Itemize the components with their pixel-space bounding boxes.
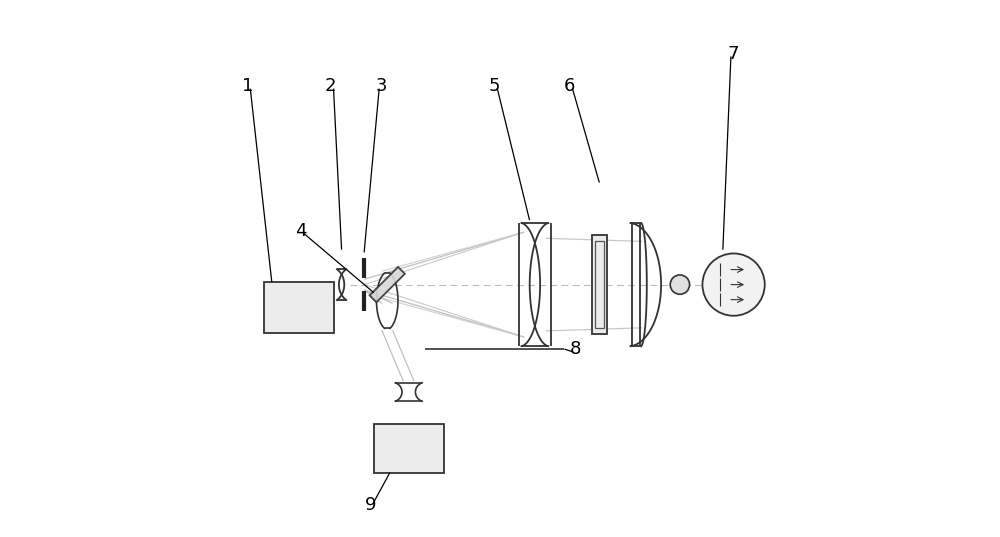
Text: 5: 5 xyxy=(489,77,500,95)
Text: 3: 3 xyxy=(376,77,388,95)
Circle shape xyxy=(670,275,690,294)
Text: 9: 9 xyxy=(365,496,377,514)
Bar xyxy=(592,235,607,334)
Text: 4: 4 xyxy=(296,222,307,240)
Bar xyxy=(264,282,334,333)
Text: 6: 6 xyxy=(564,77,575,95)
Polygon shape xyxy=(370,267,405,302)
Text: 7: 7 xyxy=(728,45,739,63)
Bar xyxy=(595,241,604,328)
Text: 1: 1 xyxy=(242,77,253,95)
Text: 8: 8 xyxy=(569,340,581,358)
Text: 2: 2 xyxy=(325,77,337,95)
Circle shape xyxy=(702,253,765,316)
Bar xyxy=(374,424,444,473)
